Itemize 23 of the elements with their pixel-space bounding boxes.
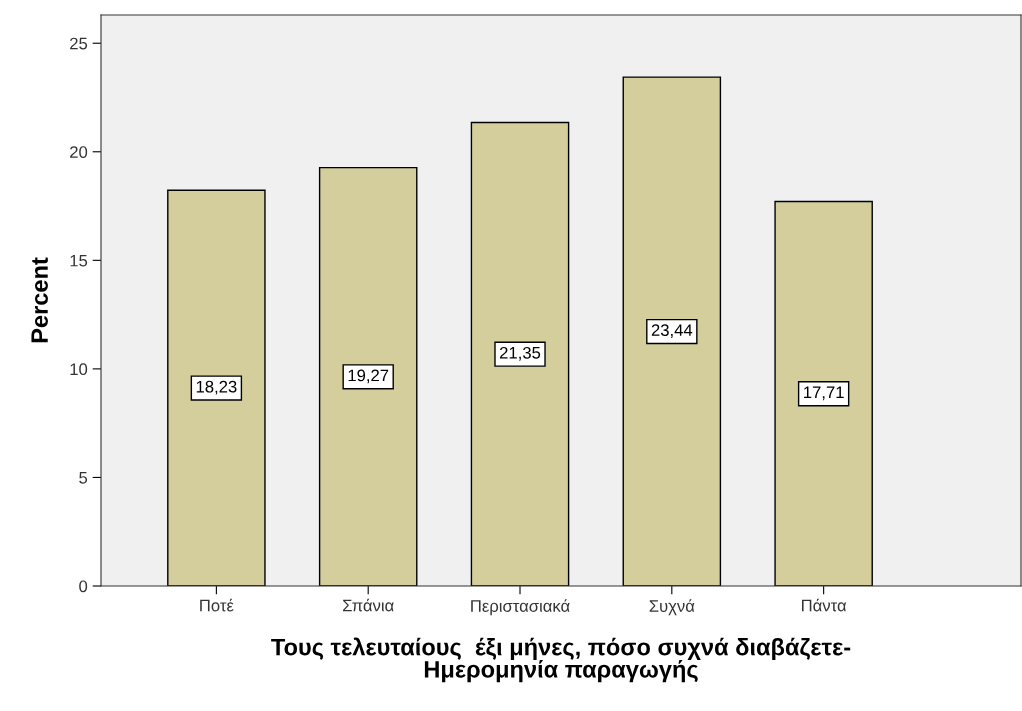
data-label: 17,71 bbox=[804, 386, 844, 401]
data-label: 23,44 bbox=[651, 324, 693, 338]
y-tick-label: 20 bbox=[70, 146, 88, 158]
y-tick-label: 15 bbox=[70, 254, 88, 267]
x-axis-title: Τους τελευταίους έξι μήνες, πόσο συχνά διαβάζετε- Ημερομηνία παραγωγής bbox=[271, 637, 851, 683]
data-label: 21,35 bbox=[500, 346, 541, 361]
x-tick-label: Συχνά bbox=[649, 599, 695, 616]
data-label: 18,23 bbox=[196, 380, 237, 395]
y-tick-label: 10 bbox=[70, 363, 88, 376]
bar bbox=[167, 189, 266, 586]
x-tick-label: Σπάνια bbox=[343, 598, 394, 612]
x-tick-label: Πάντα bbox=[802, 598, 847, 612]
data-label: 19,27 bbox=[348, 369, 389, 384]
y-axis-title: Percent bbox=[31, 257, 48, 343]
y-tick-label: 0 bbox=[79, 580, 88, 593]
bar bbox=[622, 76, 722, 586]
bar bbox=[318, 166, 418, 586]
bar bbox=[774, 200, 873, 586]
y-tick-label: 25 bbox=[70, 37, 88, 50]
bar bbox=[470, 121, 570, 586]
x-tick-label: Ποτέ bbox=[200, 598, 234, 612]
y-tick-label: 5 bbox=[79, 472, 88, 484]
x-tick-label: Περιστασιακά bbox=[471, 599, 570, 616]
